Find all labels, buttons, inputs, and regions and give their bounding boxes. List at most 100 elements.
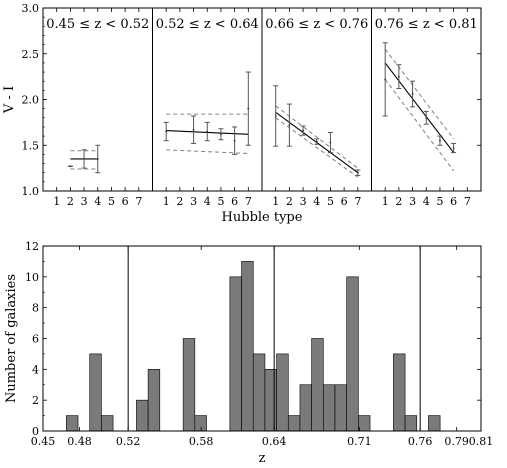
y-tick-label: 6	[32, 333, 39, 346]
y-tick-label: 10	[25, 271, 39, 284]
x-tick-label: 3	[409, 195, 416, 208]
x-tick-label: 2	[67, 195, 74, 208]
x-tick-label: 5	[436, 195, 443, 208]
y-tick-label: 12	[25, 240, 39, 253]
histogram-bar	[346, 276, 359, 432]
histogram-bar	[276, 353, 289, 432]
x-tick-label: 4	[94, 195, 101, 208]
histogram-bar	[334, 384, 347, 432]
x-tick-label: 5	[108, 195, 115, 208]
y-tick-label: 4	[32, 363, 39, 376]
x-tick-label: 1	[382, 195, 389, 208]
redshift-histogram-chart: 0.45 0.48 0.52 0.58 0.64 0.71 0.76 0.79 0.81 0 2 4 6…	[4, 240, 493, 466]
histogram-bar	[194, 415, 207, 432]
panel-3: 0.66 ≤ z < 0.76 1 2 3 4 5 6 7	[265, 8, 368, 208]
data-point	[425, 116, 428, 119]
histogram-bar	[182, 338, 196, 432]
x-tick-label: 5	[327, 195, 334, 208]
panel-1: 0.45 ≤ z < 0.52 1 2 3 4 5 6 7	[46, 8, 149, 208]
data-point	[247, 107, 250, 110]
x-tick-label: 3	[300, 195, 307, 208]
x-tick-label: 6	[231, 195, 238, 208]
panel-2: 0.52 ≤ z < 0.64 1 2 3 4 5 6 7	[156, 8, 259, 208]
data-point	[452, 147, 455, 149]
x-tick-label: 4	[423, 195, 430, 208]
panel-title: 0.66 ≤ z < 0.76	[265, 17, 368, 32]
data-point	[384, 78, 387, 81]
x-axis-title: Hubble type	[222, 210, 303, 225]
x-tick-label: 4	[204, 195, 211, 208]
x-tick-label: 6	[122, 195, 129, 208]
histogram-bar	[147, 369, 161, 432]
histogram-bar	[66, 415, 79, 432]
histogram-bar	[264, 369, 277, 432]
histogram-bar	[229, 276, 242, 432]
y-tick-label: 1.5	[22, 139, 40, 152]
x-tick-label: 1	[53, 195, 60, 208]
data-point	[356, 171, 359, 174]
data-point	[96, 158, 99, 160]
data-point	[397, 75, 400, 78]
x-tick-label: 0.45	[31, 435, 56, 448]
histogram-bar	[252, 353, 266, 432]
data-point	[288, 124, 291, 127]
histogram-bar	[136, 399, 149, 432]
y-axis-title: V - I	[2, 86, 17, 114]
panel-title: 0.52 ≤ z < 0.64	[156, 17, 259, 32]
histogram-bar	[404, 415, 418, 432]
x-axis-title: z	[259, 451, 266, 466]
fit-line	[384, 62, 455, 153]
x-tick-label: 0.71	[347, 435, 372, 448]
histogram-bar	[393, 353, 406, 432]
x-tick-label: 3	[81, 195, 88, 208]
x-tick-label: 0.58	[189, 435, 214, 448]
y-tick-label: 2.5	[22, 48, 40, 61]
y-tick-label: 8	[32, 302, 39, 315]
x-tick-label: 0.52	[116, 435, 141, 448]
confidence-band-upper	[275, 105, 359, 169]
confidence-band-lower	[384, 79, 455, 172]
histogram-bar	[241, 261, 254, 432]
x-tick-label: 2	[176, 195, 183, 208]
histogram-bar	[101, 415, 114, 432]
x-tick-label: 0.81	[469, 435, 494, 448]
data-point	[83, 158, 85, 160]
x-tick-label: 0.64	[262, 435, 287, 448]
y-tick-label: 0	[32, 425, 39, 438]
confidence-band-lower	[166, 149, 249, 154]
data-point	[411, 93, 414, 95]
y-tick-label: 2	[32, 394, 39, 407]
histogram-bar	[358, 415, 371, 432]
color-vs-hubble-type-chart: 0.45 ≤ z < 0.521 2 3 4 5 6 70.52 ≤ z < 0.641 2 3…	[2, 2, 482, 225]
histogram-bar	[287, 415, 301, 432]
data-point	[315, 140, 318, 143]
x-tick-label: 0.48	[67, 435, 92, 448]
y-tick-label: 3.0	[22, 2, 40, 15]
x-tick-label: 5	[217, 195, 224, 208]
x-tick-label: 2	[395, 195, 402, 208]
y-tick-label: 2.0	[22, 94, 40, 107]
x-tick-label: 2	[286, 195, 293, 208]
data-point	[302, 129, 304, 132]
x-tick-label: 7	[135, 195, 142, 208]
x-tick-label: 7	[464, 195, 471, 208]
confidence-band-lower	[275, 117, 359, 178]
x-tick-label: 1	[272, 195, 279, 208]
data-point	[165, 130, 168, 133]
x-tick-label: 0.76	[408, 435, 433, 448]
x-tick-label: 7	[245, 195, 252, 208]
data-point	[233, 139, 236, 142]
data-point	[220, 133, 222, 136]
data-point	[274, 115, 277, 117]
x-tick-label: 3	[190, 195, 197, 208]
data-point	[192, 128, 195, 131]
histogram-bar	[299, 384, 312, 432]
x-tick-label: 7	[354, 195, 361, 208]
data-point	[206, 130, 209, 133]
x-tick-label: 6	[450, 195, 457, 208]
data-point	[439, 139, 441, 142]
x-tick-label: 4	[313, 195, 320, 208]
confidence-band-upper	[384, 48, 455, 140]
x-tick-label: 1	[163, 195, 170, 208]
